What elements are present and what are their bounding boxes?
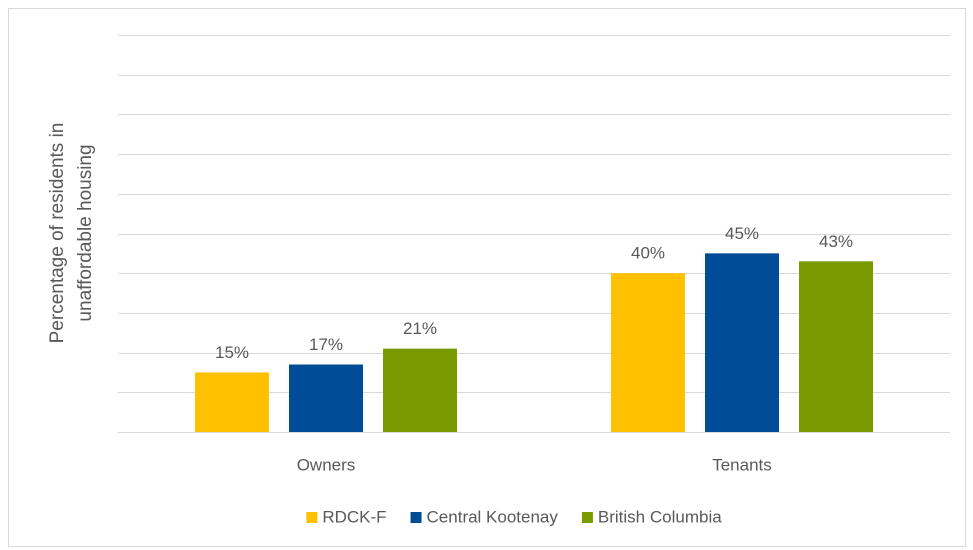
data-label: 43% — [819, 232, 853, 251]
data-label: 21% — [403, 319, 437, 338]
data-label: 45% — [725, 224, 759, 243]
bar — [799, 261, 873, 432]
legend-swatch — [306, 512, 318, 523]
data-label: 40% — [631, 244, 665, 263]
legend-label: RDCK-F — [322, 507, 386, 526]
data-label: 17% — [309, 335, 343, 354]
data-label: 15% — [215, 343, 249, 362]
y-axis-label: Percentage of residents in — [47, 123, 68, 344]
x-tick-label: Owners — [297, 455, 356, 474]
bar — [611, 273, 685, 432]
legend-swatch — [410, 512, 422, 523]
legend-label: British Columbia — [598, 507, 722, 526]
bar — [289, 364, 363, 432]
bar — [195, 372, 269, 432]
bar — [383, 348, 457, 432]
bar — [705, 253, 779, 432]
legend-swatch — [581, 512, 593, 523]
legend-label: Central Kootenay — [427, 507, 559, 526]
x-tick-label: Tenants — [712, 455, 772, 474]
y-axis-label: unaffordable housing — [75, 144, 96, 321]
